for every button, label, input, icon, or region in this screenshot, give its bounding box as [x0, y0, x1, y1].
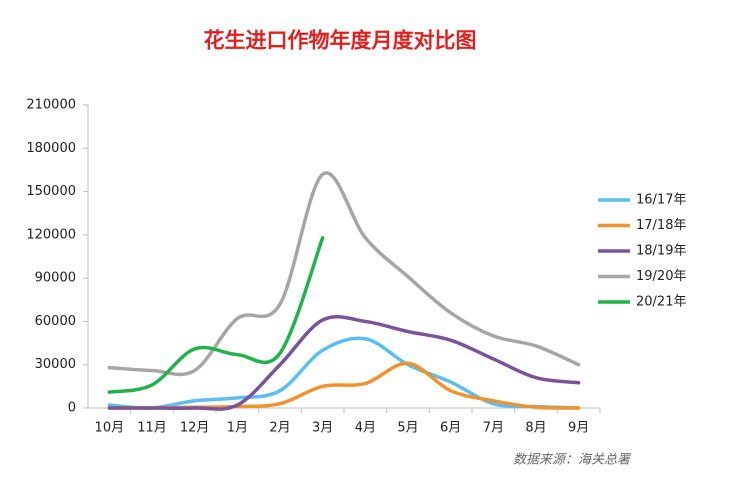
x-tick-label: 6月: [440, 421, 461, 436]
series-line: [107, 336, 581, 410]
legend-label: 20/21年: [636, 295, 686, 310]
series-line: [107, 171, 581, 377]
y-tick-label: 210000: [26, 98, 76, 113]
series-line: [107, 315, 581, 411]
x-tick-label: 5月: [397, 421, 418, 436]
y-tick-label: 150000: [26, 184, 76, 199]
y-tick-label: 30000: [35, 357, 76, 372]
y-tick-label: 180000: [26, 141, 76, 156]
y-tick-label: 120000: [26, 227, 76, 242]
legend-label: 16/17年: [636, 193, 686, 208]
source-note: 数据来源：海关总署: [513, 453, 632, 468]
x-tick-label: 7月: [483, 421, 504, 436]
chart-title: 花生进口作物年度月度对比图: [204, 28, 477, 53]
legend-label: 19/20年: [636, 269, 686, 284]
x-tick-label: 1月: [227, 421, 248, 436]
x-tick-label: 9月: [568, 421, 589, 436]
x-tick-label: 11月: [137, 421, 167, 436]
legend-label: 17/18年: [636, 218, 686, 233]
y-tick-label: 60000: [35, 314, 76, 329]
series-line: [107, 235, 325, 394]
x-tick-label: 12月: [180, 421, 210, 436]
x-tick-label: 4月: [355, 421, 376, 436]
x-tick-label: 10月: [95, 421, 125, 436]
series-line: [107, 361, 581, 410]
legend-label: 18/19年: [636, 244, 686, 259]
y-tick-label: 0: [68, 401, 76, 416]
x-tick-label: 8月: [525, 421, 546, 436]
x-tick-label: 3月: [312, 421, 333, 436]
x-tick-label: 2月: [269, 421, 290, 436]
y-tick-label: 90000: [35, 271, 76, 286]
